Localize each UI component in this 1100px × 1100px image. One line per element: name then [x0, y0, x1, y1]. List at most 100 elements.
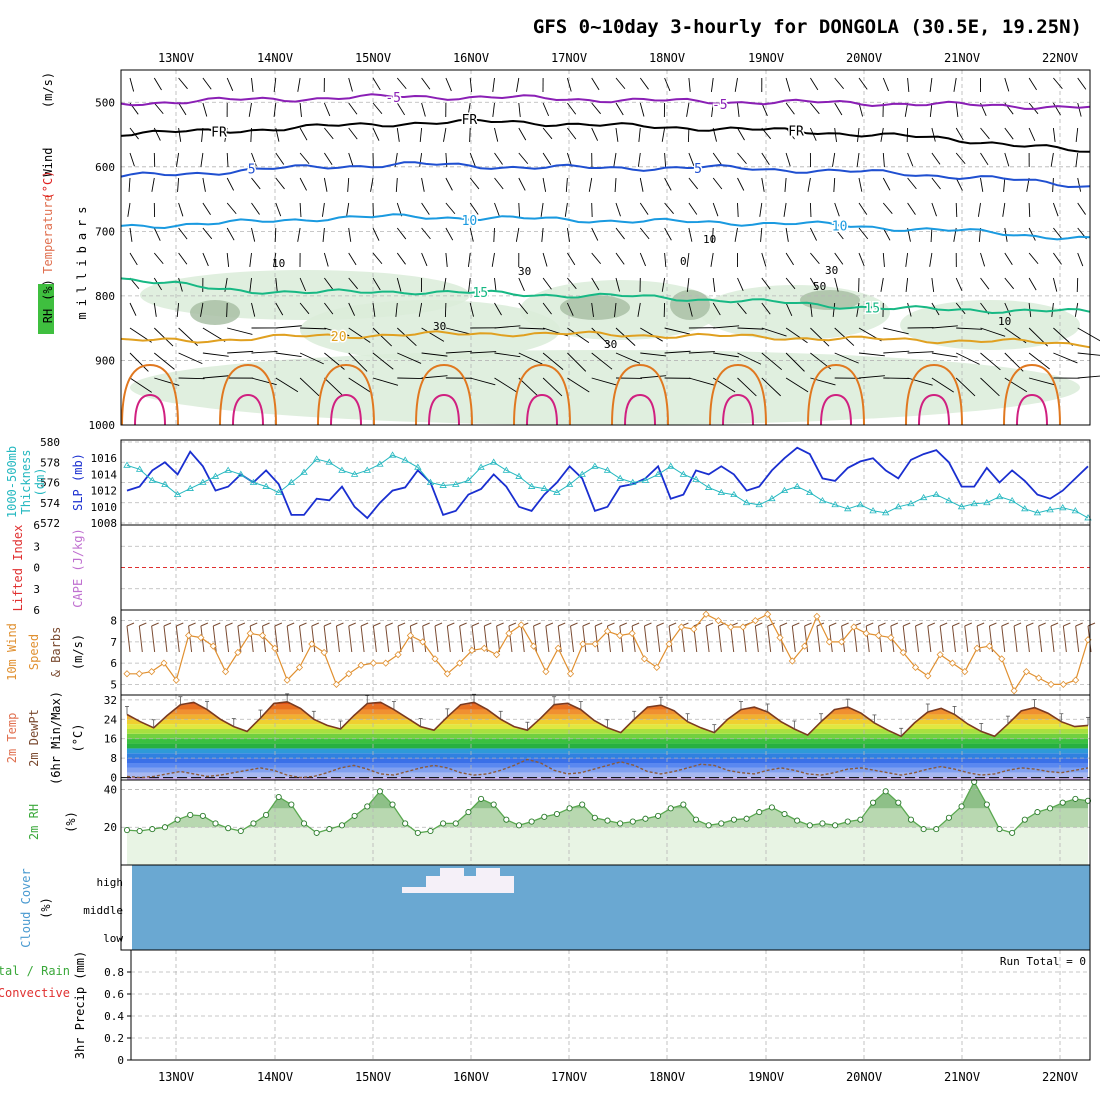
ylabel-temperature: Temperature [41, 194, 55, 273]
wind-barb [686, 277, 690, 292]
upper-air-wind-barbs [127, 77, 1100, 397]
wind-barb [956, 327, 983, 330]
lifted-index-tick-label: 3 [33, 583, 40, 596]
wind-barb [880, 127, 884, 142]
wind-barb [396, 227, 407, 240]
wind-barb [202, 202, 211, 215]
ylabel-temperature-unit: (°C) [41, 171, 55, 200]
wind10-barb [508, 625, 513, 653]
thickness-point [616, 474, 624, 481]
wind10-barb-flag [964, 622, 972, 627]
wind-barb [348, 102, 358, 115]
isotherm-label: FR [788, 125, 804, 140]
wind-barb [712, 302, 721, 316]
wind-barb [930, 227, 933, 243]
wind10-barb [1062, 625, 1067, 653]
top-date-label: 19NOV [748, 51, 784, 65]
panel-upper-air-frame [120, 69, 1091, 426]
rh-shade-area [190, 300, 240, 325]
wind10-point [838, 638, 846, 646]
wind-barb [809, 202, 812, 218]
wind10-grid [121, 610, 1090, 695]
thickness-point [211, 472, 220, 479]
rh2m-point [1072, 795, 1079, 802]
wind-barb [421, 252, 428, 267]
wind-barb [129, 152, 135, 167]
wind-barb [883, 327, 909, 335]
wind-barb [421, 77, 431, 90]
wind10-point [936, 651, 944, 659]
thickness-point [199, 478, 207, 485]
wind-barb [348, 152, 354, 167]
wind-barb [761, 327, 787, 337]
wind10-barb [767, 625, 772, 653]
precip-tick-label: 0.6 [104, 988, 124, 1001]
wind-barb [929, 252, 933, 267]
wind-barb [324, 127, 334, 140]
isotherm-label: 5 [694, 162, 702, 177]
wind10-point [998, 655, 1006, 663]
wind-barb [493, 227, 495, 243]
slp-grid [121, 440, 1090, 525]
wind-barb [931, 352, 958, 358]
wind10-barb [865, 625, 870, 653]
thickness-point [553, 488, 561, 496]
wind-barb [153, 252, 164, 265]
top-date-label: 15NOV [355, 51, 391, 65]
wind10-barb-flag [397, 622, 406, 627]
wind10-barb-flag [533, 622, 541, 627]
rh-shade-area [800, 290, 860, 310]
slp-tick-label: 1008 [91, 517, 118, 530]
wind-barb [323, 252, 329, 267]
wind-barb [785, 277, 796, 290]
wind-barb [542, 302, 552, 315]
cloud-level-high: high [97, 876, 124, 889]
wind-barb [980, 327, 1006, 337]
wind-barb [129, 352, 149, 372]
wind-barb [226, 252, 230, 267]
bottom-date-label: 19NOV [748, 1070, 784, 1084]
wind-barb [980, 277, 990, 290]
wind-barb [809, 227, 817, 241]
wind10-barb [570, 625, 575, 653]
wind-barb [467, 102, 471, 117]
wind10-barb-flag [644, 622, 652, 627]
wind-barb [688, 377, 715, 386]
wind-barb [712, 177, 723, 190]
wind-barb [299, 352, 324, 365]
wind10-barb [434, 625, 439, 653]
wind10-barb-flag [866, 622, 874, 627]
isotherm-loop [415, 363, 473, 426]
cloud-level-middle: middle [83, 904, 123, 917]
top-date-label: 14NOV [257, 51, 293, 65]
rh2m-point [351, 812, 358, 819]
wind-barb [1052, 277, 1058, 292]
bottom-date-label: 13NOV [158, 1070, 194, 1084]
wind10-barb-flag [545, 622, 554, 627]
wind10-point [665, 640, 673, 648]
wind-barb [154, 352, 175, 370]
wind-barb [396, 102, 406, 116]
wind-barb [494, 152, 503, 165]
wind-barb [977, 202, 981, 217]
isotherm-loop [526, 393, 558, 426]
isotherm-loop [807, 363, 865, 426]
rh-contour-label: 30 [604, 338, 617, 351]
wind-barb [445, 227, 454, 241]
wind-barb [1077, 202, 1086, 215]
wind-barb [275, 277, 278, 292]
wind-barb [856, 302, 860, 317]
wind-barb [469, 202, 479, 215]
ylabel-rh2m: 2m RH [27, 804, 41, 840]
wind-barb [712, 152, 722, 165]
thickness-point [869, 507, 877, 514]
thickness-point [148, 476, 156, 483]
wind10-barb-flag [619, 622, 628, 627]
wind-barb [226, 227, 235, 241]
wind-barb [129, 77, 135, 92]
wind10-barb-flag [767, 622, 775, 627]
wind-barb [494, 277, 497, 292]
thickness-point [186, 484, 194, 491]
wind-barb [542, 102, 550, 117]
